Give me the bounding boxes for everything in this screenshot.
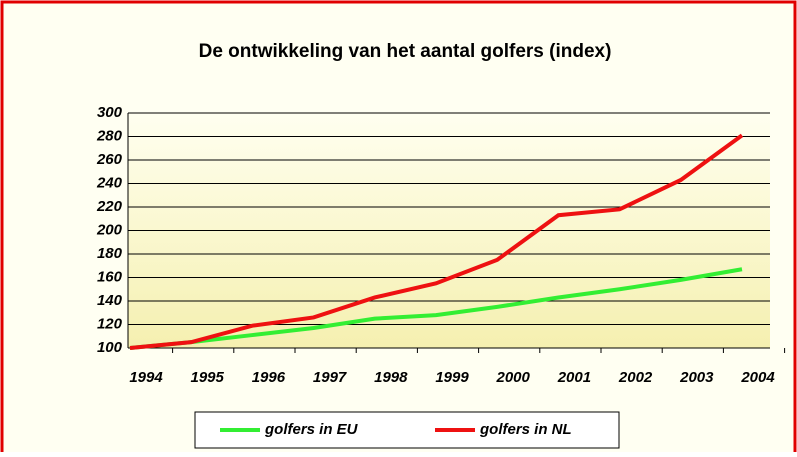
- x-tick-label: 2004: [740, 369, 775, 386]
- y-tick-label: 280: [96, 127, 123, 144]
- x-tick-label: 1994: [129, 369, 163, 386]
- x-tick-label: 2000: [496, 369, 531, 386]
- y-tick-label: 220: [96, 198, 123, 215]
- line-series: [129, 267, 743, 350]
- line-series: [129, 133, 744, 350]
- y-tick-label: 260: [96, 151, 123, 168]
- y-tick-label: 100: [97, 339, 123, 356]
- chart-title: De ontwikkeling van het aantal golfers (…: [199, 41, 612, 62]
- y-tick-label: 120: [97, 315, 123, 332]
- x-tick-label: 1996: [252, 369, 286, 386]
- x-tick-label: 2003: [679, 369, 714, 386]
- legend-label: golfers in NL: [479, 421, 572, 438]
- x-tick-label: 1998: [374, 369, 408, 386]
- legend: [194, 411, 620, 449]
- y-tick-label: 300: [97, 104, 123, 121]
- y-tick-label: 200: [96, 221, 123, 238]
- x-tick-label: 2002: [618, 369, 653, 386]
- x-tick-label: 2001: [557, 369, 591, 386]
- x-tick-label: 1995: [191, 369, 225, 386]
- x-tick-label: 1997: [313, 369, 347, 386]
- y-tick-label: 240: [96, 174, 123, 191]
- y-tick-label: 180: [97, 245, 123, 262]
- x-tick-label: 1999: [435, 369, 469, 386]
- y-tick-label: 160: [97, 268, 123, 285]
- y-tick-label: 140: [97, 292, 123, 309]
- legend-label: golfers in EU: [264, 421, 359, 438]
